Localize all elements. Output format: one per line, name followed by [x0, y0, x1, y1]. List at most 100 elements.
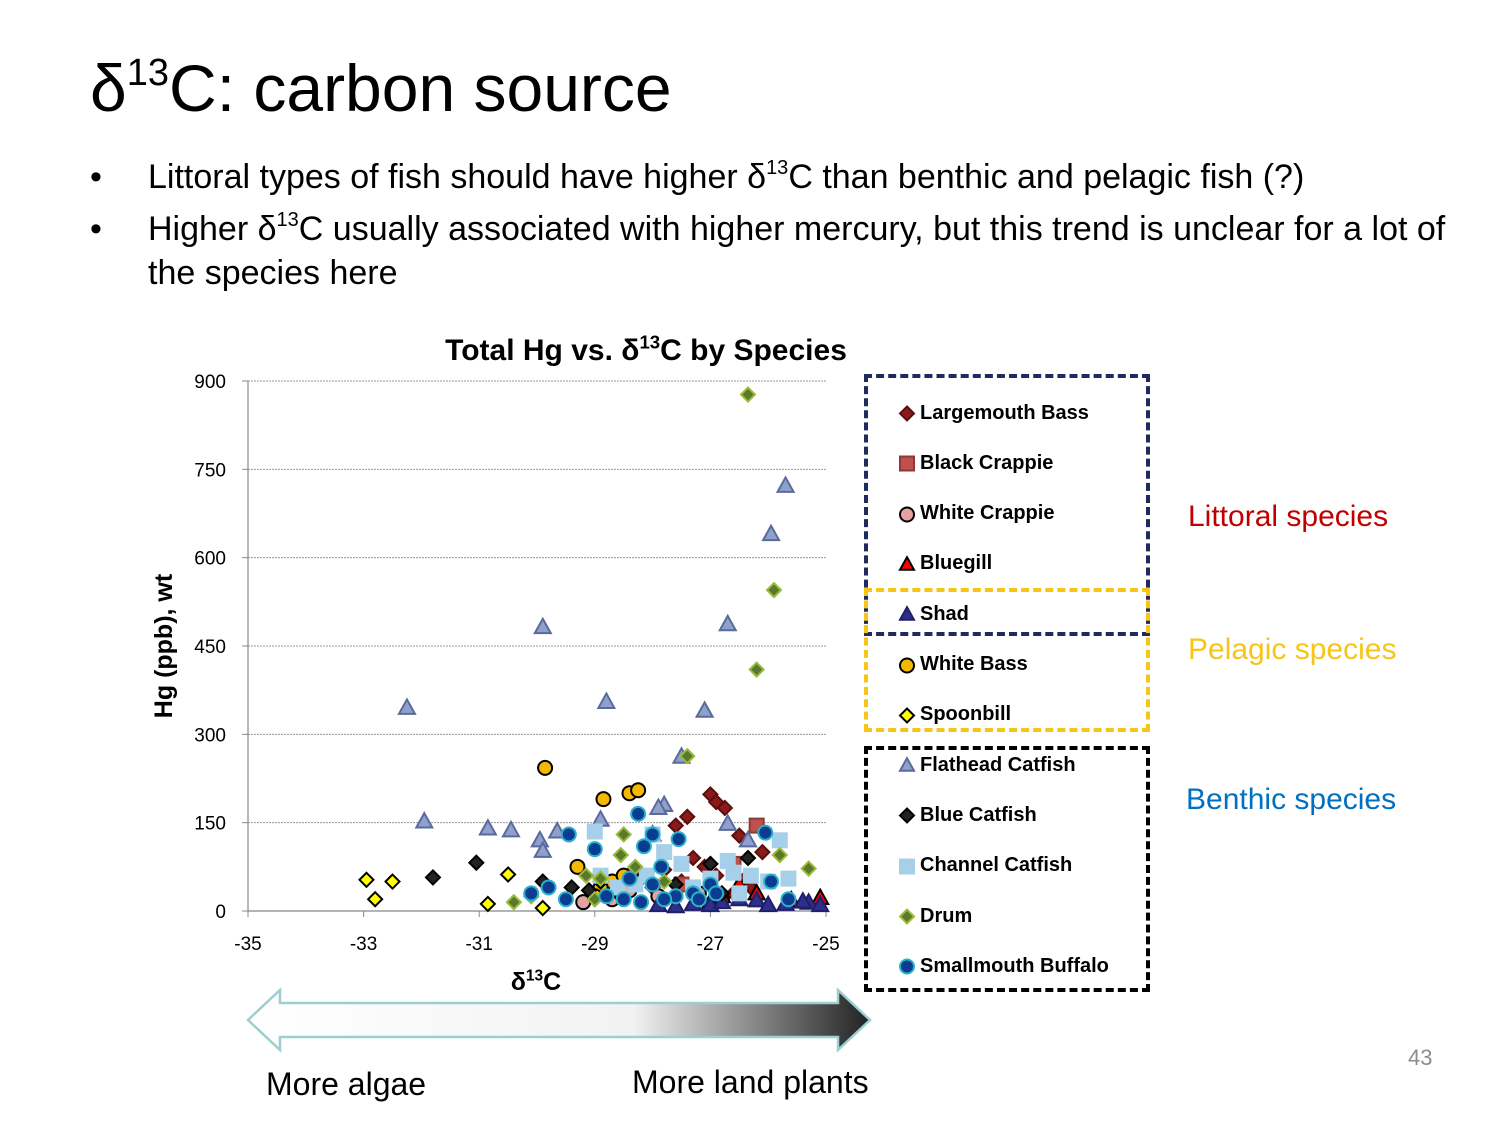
data-point — [537, 759, 554, 776]
series-flathead-catfish — [397, 475, 796, 858]
chart-title: Total Hg vs. δ13C by Species — [445, 332, 847, 367]
y-tick-label: 600 — [194, 549, 226, 570]
x-tick-label: -29 — [581, 934, 608, 955]
data-point — [499, 866, 517, 883]
legend-marker — [898, 807, 916, 825]
legend-marker-icon — [898, 706, 916, 724]
data-point — [598, 888, 615, 905]
data-point — [633, 894, 650, 911]
data-point — [577, 867, 595, 885]
legend-item: Smallmouth Buffalo — [898, 951, 1109, 981]
legend-label: Spoonbill — [920, 703, 1012, 726]
legend-marker — [898, 706, 916, 724]
data-point — [592, 870, 609, 888]
data-point — [540, 879, 557, 896]
data-point — [667, 817, 685, 835]
data-point — [678, 808, 696, 826]
data-point — [530, 829, 550, 848]
data-point — [780, 870, 797, 887]
data-point — [569, 858, 586, 875]
y-tick-label: 450 — [194, 637, 226, 658]
legend-marker-icon — [899, 657, 915, 673]
legend-item: White Bass — [898, 650, 1028, 680]
legend-marker-icon — [898, 405, 916, 422]
bullet-text: Littoral types of fish should have highe… — [148, 158, 767, 196]
data-point — [673, 855, 690, 872]
bullet-dot-icon: • — [90, 158, 102, 196]
data-point — [716, 799, 734, 817]
bullet-item: • Higher δ13C usually associated with hi… — [90, 207, 1480, 295]
data-point — [414, 811, 434, 829]
data-point — [615, 891, 632, 908]
data-point — [384, 873, 401, 890]
legend-label: White Bass — [920, 653, 1028, 675]
bullet-list: • Littoral types of fish should have hig… — [90, 155, 1480, 303]
legend-marker-icon — [898, 605, 916, 621]
bullet-superscript: 13 — [766, 157, 789, 179]
y-tick-label: 900 — [194, 372, 226, 393]
data-point — [612, 846, 630, 864]
bullet-text: C than benthic and pelagic fish (?) — [788, 158, 1305, 196]
pelagic-group-box — [864, 588, 1150, 732]
data-point — [533, 616, 553, 635]
legend-label: Channel Catfish — [920, 854, 1073, 877]
carbon-source-arrow — [246, 987, 872, 1053]
data-point — [718, 813, 738, 831]
data-point — [635, 838, 652, 855]
data-point — [761, 523, 781, 542]
legend-item: Largemouth Bass — [898, 398, 1089, 428]
legend-label: Drum — [920, 904, 973, 927]
data-point — [630, 805, 647, 822]
data-point — [775, 475, 796, 493]
data-point — [478, 818, 498, 836]
data-point — [557, 891, 574, 908]
data-point — [655, 873, 673, 890]
littoral-group-box — [864, 374, 1150, 636]
data-point — [505, 893, 523, 911]
legend-item: Shad — [898, 599, 969, 629]
data-point — [765, 581, 783, 599]
legend-item: Black Crappie — [898, 448, 1053, 478]
data-point — [653, 858, 670, 875]
series-smallmouth-buffalo — [523, 805, 797, 911]
legend-label: Black Crappie — [920, 451, 1054, 474]
littoral-label: Littoral species — [1188, 500, 1389, 533]
data-point — [748, 661, 766, 678]
legend-label: Shad — [920, 602, 969, 625]
data-point — [757, 824, 774, 841]
legend-marker — [899, 506, 915, 523]
legend-marker-icon — [899, 858, 915, 875]
legend-marker — [898, 605, 916, 621]
data-point — [644, 826, 661, 843]
legend-label: Smallmouth Buffalo — [920, 954, 1109, 977]
legend-marker-icon — [898, 756, 916, 772]
data-point — [738, 829, 758, 848]
legend-item: Bluegill — [898, 549, 992, 579]
data-point — [731, 885, 748, 902]
y-tick-label: 750 — [194, 460, 226, 481]
legend-marker — [898, 908, 916, 925]
benthic-label: Benthic species — [1186, 783, 1397, 816]
data-point — [725, 864, 742, 881]
series-spoonbill — [358, 866, 552, 917]
data-point — [358, 871, 375, 889]
legend-marker-icon — [899, 506, 915, 523]
legend-item: Spoonbill — [898, 700, 1011, 730]
data-point — [596, 691, 617, 709]
data-point — [523, 885, 540, 902]
legend-marker — [898, 405, 916, 422]
legend-item: Flathead Catfish — [898, 750, 1076, 780]
legend-marker-icon — [898, 807, 916, 825]
legend-marker-icon — [899, 455, 915, 472]
data-point — [533, 840, 553, 858]
legend-marker — [899, 958, 915, 975]
data-point — [771, 832, 788, 849]
data-point — [586, 841, 603, 858]
data-point — [793, 891, 813, 909]
x-tick-label: -35 — [234, 934, 261, 955]
data-point — [670, 831, 687, 848]
data-point — [708, 885, 725, 902]
bullet-superscript: 13 — [276, 209, 299, 231]
legend-item: White Crappie — [898, 499, 1054, 529]
